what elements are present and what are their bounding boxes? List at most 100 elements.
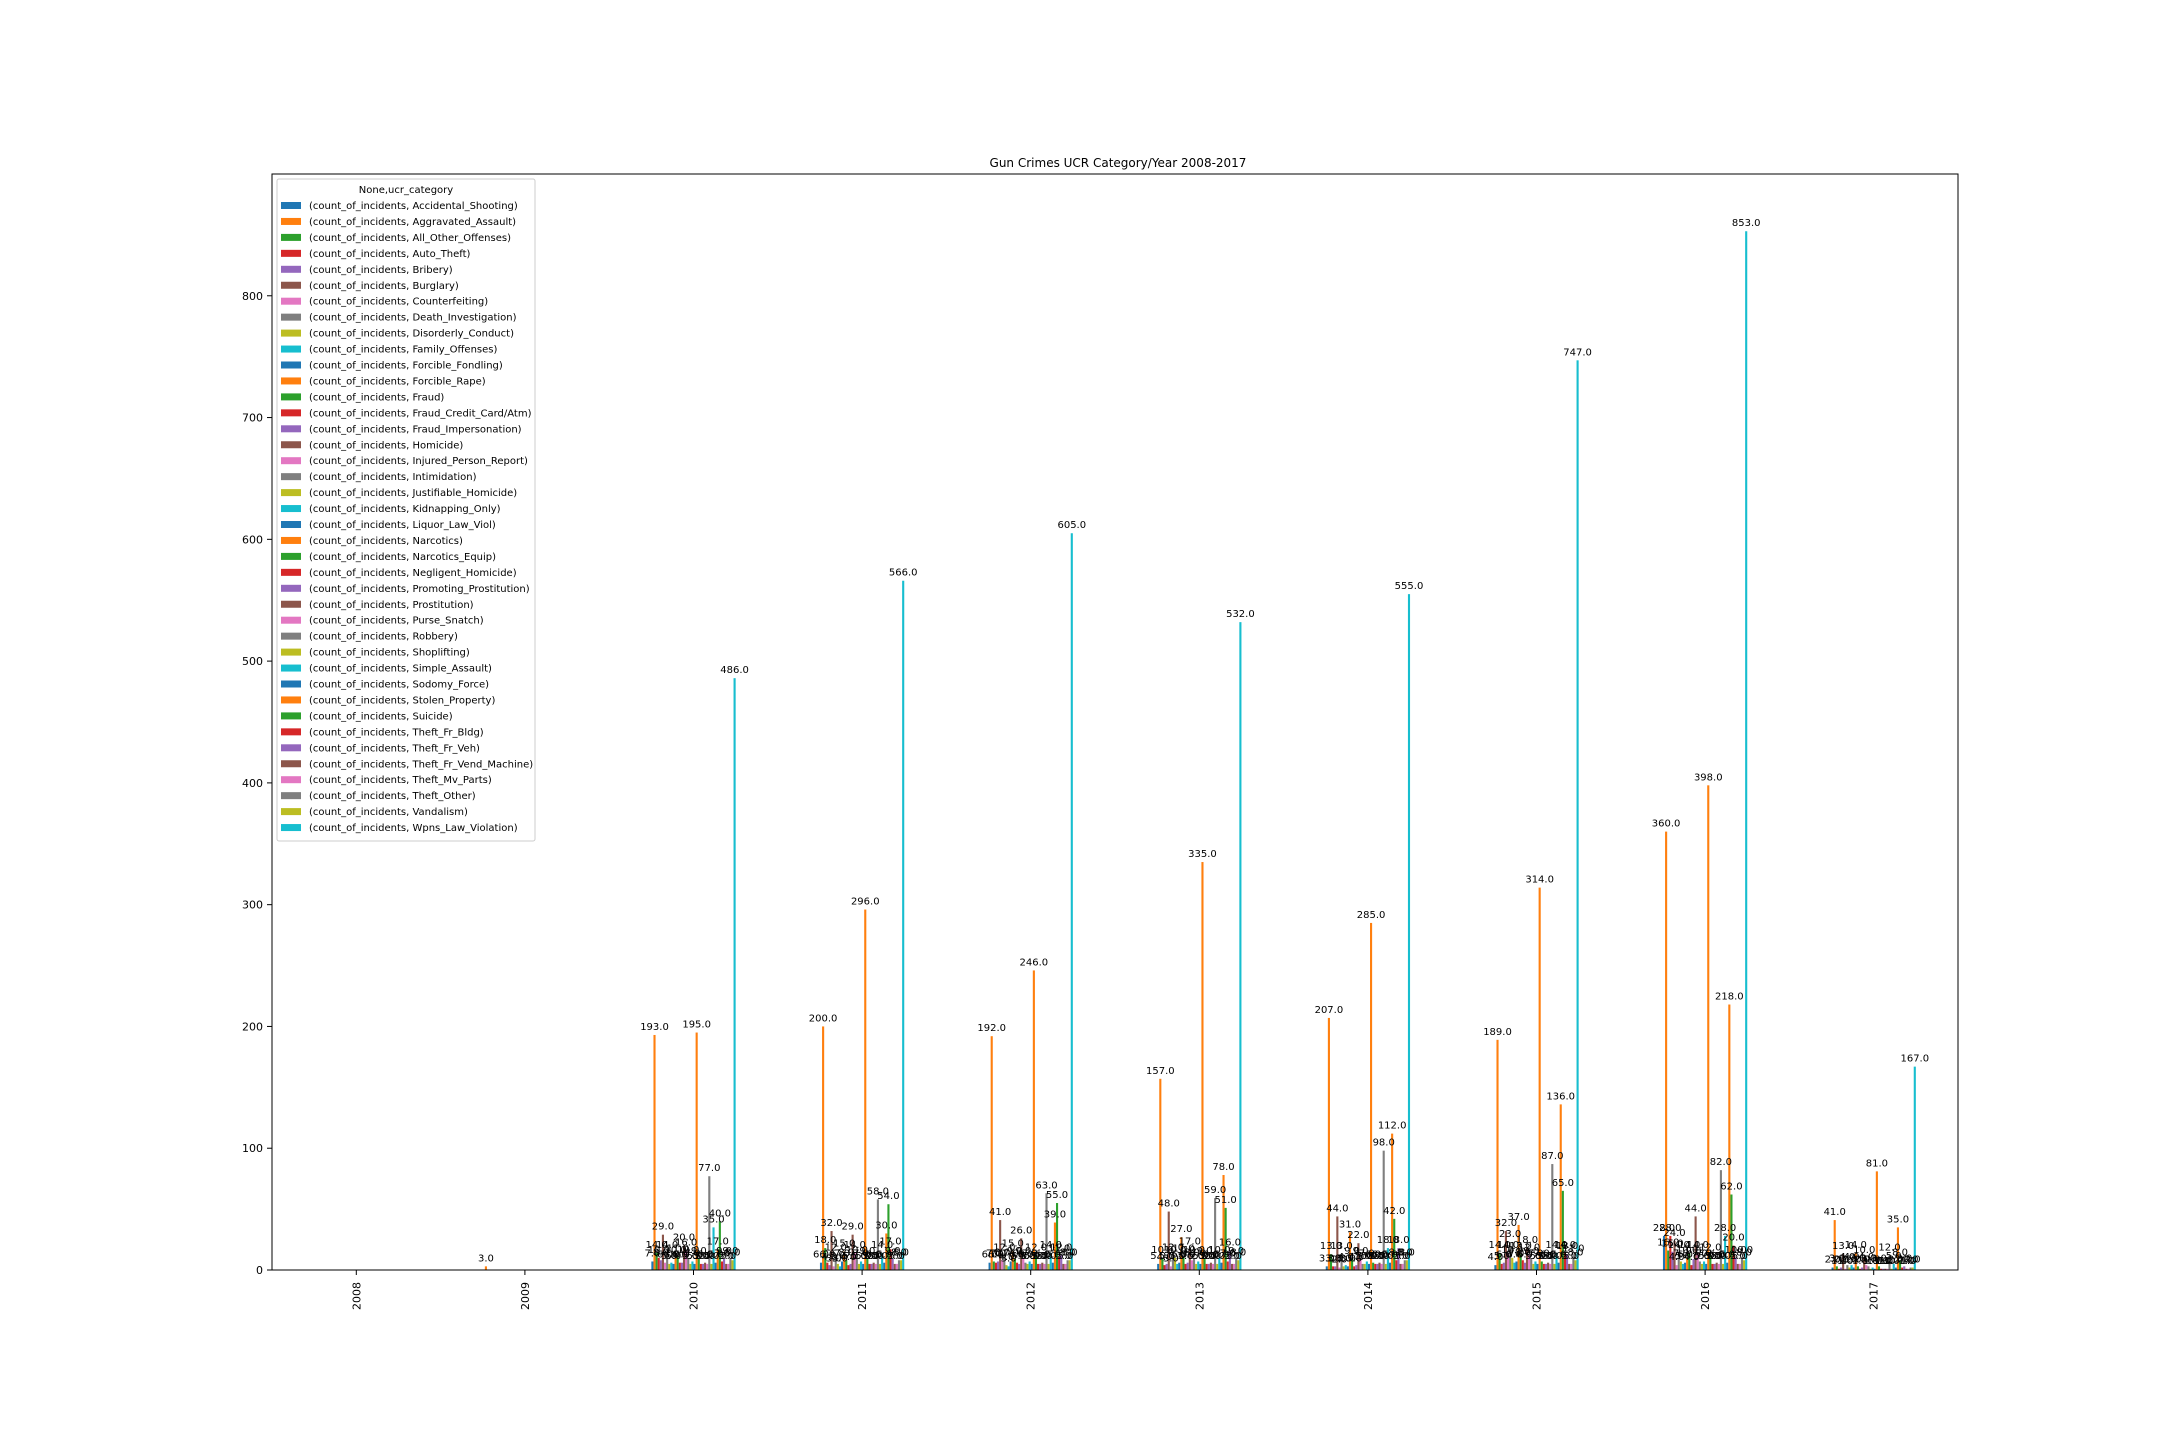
bar <box>1534 1261 1537 1270</box>
bar <box>853 1252 856 1270</box>
bar-value-label: 486.0 <box>720 665 749 676</box>
legend-entry: (count_of_incidents, Fraud_Impersonation… <box>309 424 522 435</box>
bar-value-label: 5.0 <box>1525 1251 1541 1262</box>
legend-swatch <box>281 600 301 608</box>
bar-value-label: 28.0 <box>1714 1223 1736 1234</box>
bar <box>1861 1267 1864 1270</box>
bar <box>893 1263 896 1270</box>
bar-value-label: 4.0 <box>1348 1252 1364 1263</box>
bar-value-label: 12.0 <box>1162 1242 1184 1253</box>
bar-value-label: 8.0 <box>653 1247 669 1258</box>
legend-swatch <box>281 568 301 576</box>
x-tick-label: 2016 <box>1699 1282 1712 1310</box>
bar <box>834 1255 837 1270</box>
legend-entry: (count_of_incidents, Burglary) <box>309 281 459 292</box>
bar-value-label: 18.0 <box>1387 1235 1409 1246</box>
bar-value-label: 5.0 <box>718 1251 734 1262</box>
bar-value-label: 5.0 <box>1226 1251 1242 1262</box>
bar-value-label: 1.0 <box>1877 1256 1893 1267</box>
bar-value-label: 14.0 <box>844 1240 866 1251</box>
legend-swatch <box>281 313 301 321</box>
bar <box>1351 1259 1354 1270</box>
bar-value-label: 2.0 <box>1331 1255 1347 1266</box>
bar-value-label: 29.0 <box>841 1222 863 1233</box>
bar-value-label: 12.0 <box>1518 1242 1540 1253</box>
bar <box>1022 1259 1025 1270</box>
bar <box>1334 1266 1337 1270</box>
bar <box>1901 1267 1904 1270</box>
bar-value-label: 5.0 <box>1011 1251 1027 1262</box>
bar <box>1852 1267 1855 1270</box>
bar-value-label: 6.0 <box>982 1250 998 1261</box>
bar-value-label: 7.0 <box>986 1248 1002 1259</box>
bar <box>1184 1263 1187 1270</box>
bar-value-label: 15.0 <box>1661 1239 1683 1250</box>
bar-value-label: 335.0 <box>1188 849 1217 860</box>
bar-value-label: 5.0 <box>1199 1251 1215 1262</box>
bar <box>1549 1263 1552 1270</box>
bar-value-label: 48.0 <box>1158 1199 1180 1210</box>
bar <box>1553 1263 1556 1270</box>
bar <box>1062 1263 1065 1270</box>
bar <box>1359 1259 1362 1270</box>
legend-swatch <box>281 489 301 497</box>
bar-value-label: 22.0 <box>1347 1230 1369 1241</box>
bar-value-label: 1.0 <box>1863 1256 1879 1267</box>
bar-value-label: 81.0 <box>1866 1158 1888 1169</box>
bar-value-label: 6.0 <box>674 1250 690 1261</box>
bar <box>1222 1175 1225 1270</box>
bar <box>1673 1240 1676 1270</box>
bar <box>718 1221 721 1270</box>
bar <box>1041 1262 1044 1270</box>
bar-value-label: 59.0 <box>1204 1185 1226 1196</box>
bar-value-label: 3.0 <box>1327 1253 1343 1264</box>
bar-value-label: 6.0 <box>708 1250 724 1261</box>
legend-entry: (count_of_incidents, Kidnapping_Only) <box>309 504 501 515</box>
bar <box>1877 1266 1881 1270</box>
bar-value-label: 6.0 <box>1677 1250 1693 1261</box>
bar-value-label: 3.0 <box>1319 1253 1335 1264</box>
bar <box>716 1249 719 1270</box>
x-tick-label: 2017 <box>1868 1282 1881 1310</box>
bar-value-label: 5.0 <box>1393 1251 1409 1262</box>
bar-value-label: 3.0 <box>1336 1253 1352 1264</box>
bar <box>1513 1262 1516 1270</box>
bar <box>889 1249 892 1270</box>
bar <box>1018 1263 1021 1270</box>
bar-value-label: 28.0 <box>1659 1223 1681 1234</box>
bar <box>1348 1232 1352 1270</box>
bar-value-label: 6.0 <box>1180 1250 1196 1261</box>
bar <box>1547 1262 1550 1270</box>
plot-frame <box>271 173 1959 1271</box>
bar-value-label: 6.0 <box>1203 1250 1219 1261</box>
bar <box>1690 1265 1693 1270</box>
bar <box>1833 1220 1836 1270</box>
bar-value-label: 5.0 <box>699 1251 715 1262</box>
bar <box>851 1234 854 1270</box>
legend-swatch <box>281 409 301 417</box>
bar-value-label: 5.0 <box>1159 1251 1175 1262</box>
bar-value-label: 6.0 <box>1372 1250 1388 1261</box>
bar-value-label: 5.0 <box>1024 1251 1040 1262</box>
bar <box>1386 1248 1389 1270</box>
bar <box>874 1263 877 1270</box>
bar-value-label: 14.0 <box>1668 1240 1690 1251</box>
bar-value-label: 8.0 <box>1060 1247 1076 1258</box>
bar-value-label: 1.0 <box>1873 1256 1889 1267</box>
legend-entry: (count_of_incidents, Liquor_Law_Viol) <box>309 520 496 531</box>
bar-value-label: 10.0 <box>1151 1245 1173 1256</box>
bar-value-label: 78.0 <box>1212 1162 1234 1173</box>
legend: None,ucr_category (count_of_incidents, Ac… <box>276 178 536 842</box>
bar <box>1709 1255 1712 1270</box>
bar-value-label: 9.0 <box>1197 1246 1213 1257</box>
bar-value-label: 5.0 <box>661 1251 677 1262</box>
bar-value-label: 747.0 <box>1563 347 1592 358</box>
bar <box>1374 1263 1377 1270</box>
bar <box>1367 1263 1371 1270</box>
bar <box>1858 1268 1862 1270</box>
bar-value-label: 29.0 <box>652 1222 674 1233</box>
bar <box>849 1263 852 1270</box>
bar <box>855 1257 858 1270</box>
bar <box>1026 1263 1029 1270</box>
legend-entry: (count_of_incidents, Forcible_Fondling) <box>309 361 503 372</box>
